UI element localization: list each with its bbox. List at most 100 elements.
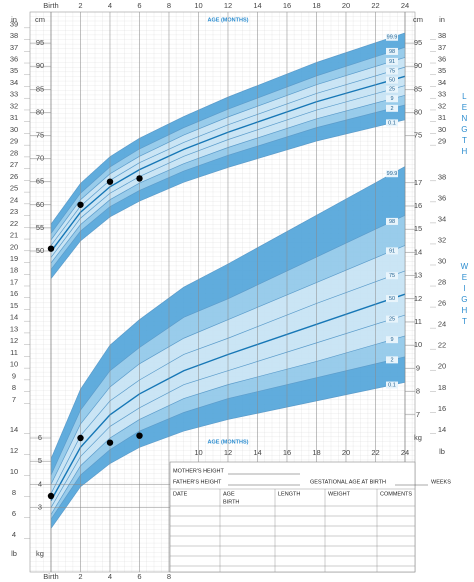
inch-tick-label: 39 bbox=[10, 19, 18, 28]
centile-label: 75 bbox=[389, 273, 395, 279]
y2-tick-label: 80 bbox=[414, 107, 422, 116]
measurement-point bbox=[106, 439, 114, 446]
x-tick-label: 4 bbox=[108, 1, 112, 10]
centile-band bbox=[51, 245, 405, 494]
inch-tick-label: 31 bbox=[438, 113, 446, 122]
lb-tick-label: 6 bbox=[12, 509, 16, 518]
label-bg bbox=[386, 47, 398, 55]
lb-tick-label: 24 bbox=[438, 320, 446, 329]
y-tick-label: 70 bbox=[36, 154, 44, 163]
centile-band bbox=[51, 32, 405, 234]
centile-line bbox=[50, 245, 406, 485]
centile-line bbox=[50, 314, 406, 508]
inch-tick-label: 8 bbox=[12, 383, 16, 392]
lb-tick-label: 12 bbox=[10, 446, 18, 455]
table-frame bbox=[169, 461, 416, 573]
inch-tick-label: 19 bbox=[10, 254, 18, 263]
y2-tick-label: 90 bbox=[414, 61, 422, 70]
y-tick-label: 85 bbox=[36, 84, 44, 93]
lb-tick-label: 32 bbox=[438, 235, 446, 244]
centile-label: 9 bbox=[390, 337, 393, 343]
centile-band bbox=[51, 294, 405, 508]
inch-tick-label: 37 bbox=[438, 43, 446, 52]
inch-tick-label: 7 bbox=[12, 395, 16, 404]
y-tick-label: 90 bbox=[36, 61, 44, 70]
inch-tick-label: 32 bbox=[438, 101, 446, 110]
inch-tick-label: 11 bbox=[10, 348, 18, 357]
inch-tick-label: 18 bbox=[10, 266, 18, 275]
lb-tick-label: 8 bbox=[12, 488, 16, 497]
centile-band bbox=[51, 85, 405, 263]
y-tick-label: 60 bbox=[36, 200, 44, 209]
lb-tick-label: 14 bbox=[10, 425, 18, 434]
centile-band bbox=[51, 76, 405, 258]
y-tick-label: 95 bbox=[36, 38, 44, 47]
label-bg bbox=[386, 95, 398, 103]
inch-tick-label: 26 bbox=[10, 172, 18, 181]
axis-title: WEIGHT bbox=[460, 262, 469, 328]
label: WEEKS bbox=[431, 479, 451, 485]
label-bg bbox=[386, 104, 398, 112]
centile-label: 99.9 bbox=[387, 171, 398, 177]
y2-tick-label: 8 bbox=[416, 387, 420, 396]
centile-line bbox=[50, 335, 406, 515]
centile-band bbox=[51, 57, 405, 246]
inch-tick-label: 15 bbox=[10, 301, 18, 310]
centile-line bbox=[50, 214, 406, 476]
y2-tick-label: 15 bbox=[414, 224, 422, 233]
label-bg bbox=[386, 33, 398, 41]
measurement-point bbox=[47, 245, 55, 252]
centile-line bbox=[50, 119, 406, 279]
label-bg bbox=[386, 85, 398, 93]
unit-label: lb bbox=[11, 549, 17, 558]
centile-line bbox=[50, 66, 406, 246]
measurement-point bbox=[136, 432, 143, 439]
inch-tick-label: 9 bbox=[12, 371, 16, 380]
centile-band bbox=[51, 47, 405, 240]
y-tick-label: 5 bbox=[38, 456, 42, 465]
inch-tick-label: 38 bbox=[10, 31, 18, 40]
y-tick-label: 80 bbox=[36, 107, 44, 116]
label-bg bbox=[386, 217, 398, 225]
centile-line bbox=[50, 32, 406, 225]
axes: Birth 2 4 6 8 10 12 14 16 18 20 22 24505560657075808… bbox=[10, 1, 446, 581]
inch-tick-label: 28 bbox=[10, 148, 18, 157]
y2-tick-label: 12 bbox=[414, 294, 422, 303]
inch-tick-label: 30 bbox=[438, 125, 446, 134]
x-tick-label: 4 bbox=[108, 572, 112, 581]
centile-band bbox=[51, 315, 405, 515]
label-bg bbox=[386, 247, 398, 255]
inch-tick-label: 24 bbox=[10, 195, 18, 204]
inch-tick-label: 16 bbox=[10, 289, 18, 298]
label-bg bbox=[386, 315, 398, 323]
y-tick-label: 4 bbox=[38, 479, 42, 488]
centile-label: 75 bbox=[389, 68, 395, 74]
x-tick-label: 8 bbox=[167, 1, 171, 10]
lb-tick-label: 28 bbox=[438, 278, 446, 287]
label: GESTATIONAL AGE AT BIRTH bbox=[310, 479, 386, 485]
centile-band bbox=[51, 335, 405, 520]
y2-tick-label: 85 bbox=[414, 84, 422, 93]
centile-line bbox=[50, 46, 406, 234]
y2-tick-label: 7 bbox=[416, 410, 420, 419]
centile-label: 91 bbox=[389, 248, 395, 254]
label-bg bbox=[386, 295, 398, 303]
y2-tick-label: 17 bbox=[414, 178, 422, 187]
label-bg bbox=[386, 67, 398, 75]
measurement-point bbox=[106, 178, 114, 185]
lb-tick-label: 14 bbox=[438, 425, 446, 434]
inch-tick-label: 20 bbox=[10, 242, 18, 251]
centile-line bbox=[50, 94, 406, 264]
unit-label: kg bbox=[36, 549, 44, 558]
y-tick-label: 55 bbox=[36, 223, 44, 232]
column-header: WEIGHT bbox=[328, 491, 351, 497]
x-tick-label: 2 bbox=[78, 1, 82, 10]
y-tick-label: 50 bbox=[36, 246, 44, 255]
centile-label: 2 bbox=[390, 357, 393, 363]
unit-label: lb bbox=[439, 447, 445, 456]
centile-label: 0.1 bbox=[388, 120, 396, 126]
label-bg bbox=[386, 57, 398, 65]
centile-band bbox=[51, 270, 405, 501]
lb-tick-label: 18 bbox=[438, 383, 446, 392]
